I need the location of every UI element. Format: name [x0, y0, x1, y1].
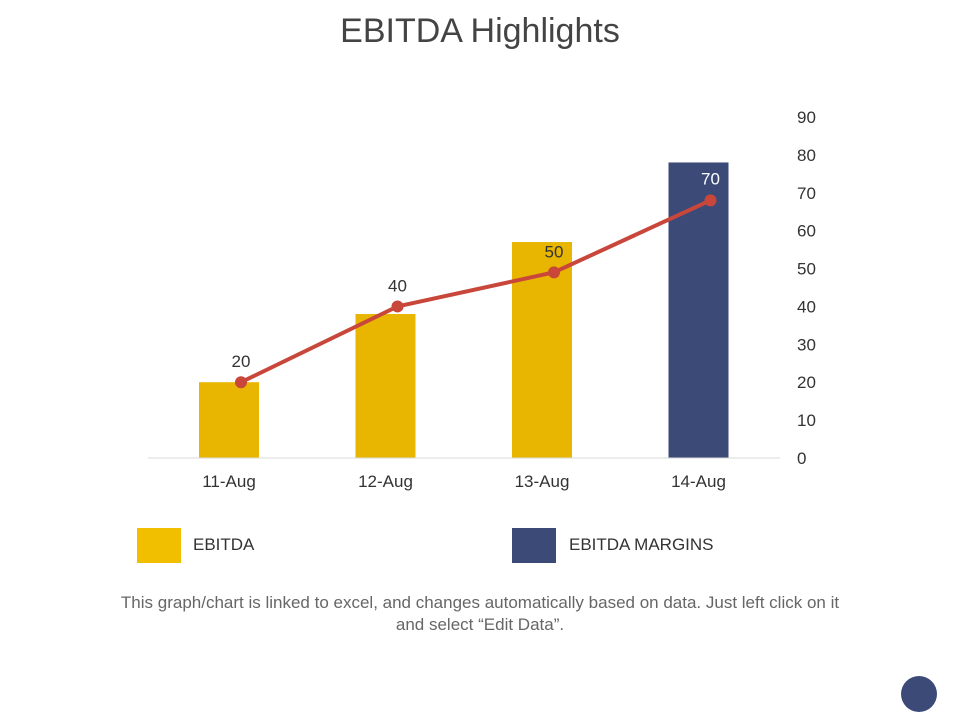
slide-nav-button[interactable] [901, 676, 937, 712]
ebitda-margins-line [239, 198, 713, 385]
x-tick-label: 14-Aug [671, 472, 726, 491]
legend-label-ebitda-margins: EBITDA MARGINS [569, 535, 714, 554]
legend-swatch-ebitda [137, 528, 181, 563]
legend-label-ebitda: EBITDA [193, 535, 255, 554]
y-tick-label: 20 [797, 373, 816, 392]
bar-11-aug[interactable] [199, 382, 259, 458]
y-tick-label: 10 [797, 411, 816, 430]
line-point-12-aug[interactable] [391, 300, 404, 313]
line-point-11-aug[interactable] [235, 376, 247, 389]
legend-swatch-ebitda-margins [512, 528, 556, 563]
footnote-text: This graph/chart is linked to excel, and… [120, 593, 840, 634]
y-tick-label: 30 [797, 335, 816, 354]
line-point-13-aug[interactable] [548, 266, 560, 279]
data-label: 20 [232, 352, 251, 371]
y-tick-label: 80 [797, 146, 816, 165]
y-tick-label: 0 [797, 449, 806, 468]
ebitda-combo-chart[interactable]: 11-Aug 12-Aug 13-Aug 14-Aug 0 10 20 30 40 50 60 70 8… [0, 0, 960, 520]
chart-title: EBITDA Highlights [340, 12, 620, 50]
bar-12-aug[interactable] [355, 314, 416, 458]
y-tick-label: 50 [797, 260, 816, 279]
data-label: 50 [545, 242, 564, 261]
x-tick-label: 11-Aug [202, 472, 256, 491]
x-tick-label: 12-Aug [358, 472, 413, 491]
x-tick-label: 13-Aug [515, 472, 570, 491]
bar-14-aug[interactable] [668, 162, 729, 458]
data-label: 70 [701, 169, 720, 188]
y-tick-label: 70 [797, 184, 816, 203]
y-tick-label: 40 [797, 297, 816, 316]
data-label: 40 [388, 276, 407, 295]
y-tick-label: 90 [797, 108, 816, 127]
y-tick-label: 60 [797, 222, 816, 241]
line-point-14-aug[interactable] [704, 194, 717, 207]
